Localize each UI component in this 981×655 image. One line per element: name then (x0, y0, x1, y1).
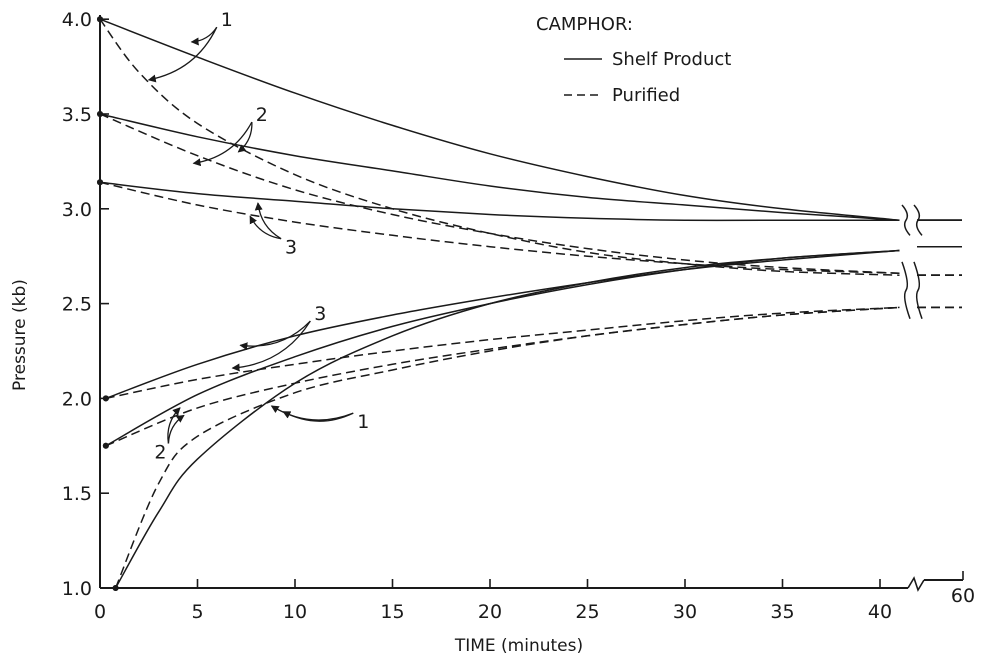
y-tick-label: 1.0 (62, 578, 92, 600)
curve-label: 2 (154, 441, 166, 463)
series-dashed-increasing-run-3 (105, 306, 900, 400)
y-tick-label: 2.0 (62, 388, 92, 410)
curve-label-leader (282, 411, 354, 422)
x-tick-label: 25 (575, 601, 599, 623)
legend-title: CAMPHOR: (536, 14, 633, 35)
series-start-point (102, 395, 109, 402)
series-start-point (97, 16, 103, 23)
series-solid-increasing-run-2 (105, 249, 900, 447)
x-tick-label: 35 (770, 601, 794, 623)
x-axis-break (907, 576, 925, 592)
chart-annotations: 1 2 3 3 2 1 (147, 9, 369, 463)
curve-label-leader (249, 215, 282, 240)
curve-label: 3 (285, 237, 297, 259)
chart-axes: 1.0 1.5 2.0 2.5 3.0 3.5 4.0 0 5 10 15 20 25 30 35 40 60 (62, 9, 975, 623)
series-solid-increasing-run-1 (114, 249, 900, 589)
curve-label: 1 (221, 9, 233, 31)
chart-legend: CAMPHOR: Shelf Product Purified (536, 14, 731, 106)
curve-label-leader (231, 320, 311, 372)
x-tick-label: 15 (380, 601, 404, 623)
x-tick-label: 60 (951, 585, 975, 607)
x-tick-label: 40 (868, 601, 892, 623)
x-tick-label: 10 (283, 601, 307, 623)
series-start-point (112, 585, 119, 591)
y-tick-label: 4.0 (62, 9, 92, 31)
x-axis-title: TIME (minutes) (454, 636, 583, 655)
series-start-point (97, 111, 103, 117)
chart-series-layer (97, 16, 962, 591)
series-solid-decreasing-run-3 (99, 181, 900, 222)
curve-label-leader (254, 202, 282, 240)
series-dashed-decreasing-run-1 (99, 18, 900, 276)
y-tick-label: 2.5 (62, 294, 92, 316)
y-tick-label: 1.5 (62, 483, 92, 505)
curve-label: 2 (256, 104, 268, 126)
legend-label-shelf-product: Shelf Product (612, 49, 731, 70)
break-squiggle (913, 261, 923, 320)
x-axis-line (100, 579, 963, 589)
series-dashed-decreasing-run-3 (99, 181, 900, 275)
break-squiggle (901, 204, 911, 236)
x-tick-label: 30 (673, 601, 697, 623)
x-tick-label: 5 (191, 601, 203, 623)
series-solid-increasing-run-3 (105, 249, 900, 400)
y-axis-title: Pressure (kb) (10, 279, 30, 391)
series-dashed-increasing-run-1 (114, 306, 900, 589)
series-dashed-decreasing-run-2 (99, 113, 900, 275)
x-tick-label: 20 (478, 601, 502, 623)
break-squiggle (913, 204, 923, 236)
series-start-point (97, 179, 103, 186)
y-tick-label: 3.0 (62, 199, 92, 221)
series-start-point (102, 442, 109, 449)
curve-label-leader (147, 26, 218, 83)
curve-label-leader (167, 414, 185, 444)
axis-break-marks (901, 204, 923, 320)
y-tick-label: 3.5 (62, 104, 92, 126)
curve-label: 3 (314, 303, 326, 325)
curve-label-leader (237, 121, 253, 153)
break-squiggle (901, 261, 911, 320)
legend-label-purified: Purified (612, 85, 680, 106)
x-tick-label: 0 (94, 601, 106, 623)
series-solid-decreasing-run-1 (99, 18, 900, 221)
series-dashed-increasing-run-2 (105, 306, 900, 447)
curve-label-leader (192, 121, 253, 167)
curve-label-leader (239, 320, 311, 351)
series-solid-decreasing-run-2 (99, 113, 900, 221)
curve-label: 1 (357, 411, 369, 433)
